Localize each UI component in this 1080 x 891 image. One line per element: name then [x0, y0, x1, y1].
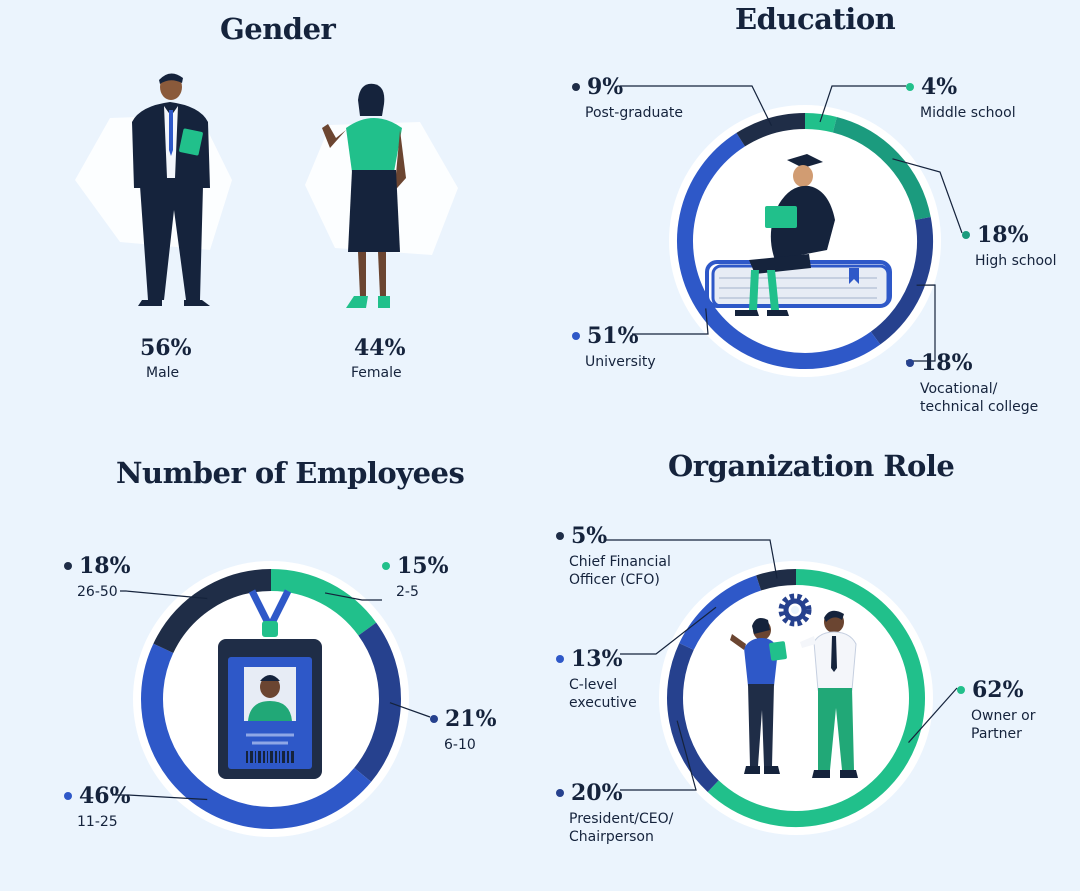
education-title: Education — [735, 2, 896, 36]
role-c-level-percent: 13% — [556, 646, 623, 672]
role-president-label: President/CEO/ Chairperson — [569, 811, 674, 845]
team-illustration — [730, 593, 858, 778]
role-segment-c-level-executive — [679, 575, 762, 651]
role-cfo-label: Chief Financial Officer (CFO) — [569, 554, 671, 588]
employees-segment-26-50 — [153, 569, 272, 654]
employees-segment-6-10 — [354, 622, 401, 782]
role-president-percent: 20% — [556, 780, 623, 806]
education-leader-line — [906, 284, 936, 362]
role-cfo-percent: 5% — [556, 523, 607, 549]
employees-leader-line — [112, 794, 208, 801]
education-post-graduate-percent: 9% — [572, 74, 623, 100]
role-ring-background — [659, 561, 933, 835]
education-middle-school-label: Middle school — [920, 105, 1016, 121]
female-label: Female — [351, 365, 402, 381]
education-segment-university — [677, 132, 881, 369]
education-leader-line — [819, 85, 906, 123]
education-segment-post-graduate — [736, 113, 806, 147]
role-owner-percent: 62% — [957, 677, 1024, 703]
education-university-label: University — [585, 354, 656, 370]
role-title: Organization Role — [668, 449, 955, 483]
employees-segment-11-25 — [141, 643, 372, 829]
female-figure-icon — [322, 83, 406, 308]
employees-2-5-label: 2-5 — [396, 584, 419, 600]
employees-11-25-label: 11-25 — [77, 814, 118, 830]
employees-leader-line — [389, 702, 431, 718]
education-leader-line — [632, 308, 709, 335]
male-label: Male — [146, 365, 180, 381]
role-leader-line — [606, 539, 778, 579]
employees-leader-line — [120, 590, 208, 600]
male-percent: 56% — [140, 335, 192, 361]
id-badge-illustration — [218, 589, 322, 779]
employees-26-50-label: 26-50 — [77, 584, 118, 600]
role-leader-line — [620, 606, 717, 655]
role-leader-line — [620, 720, 697, 791]
role-segment-chief-financial-officer-cfo- — [756, 569, 797, 591]
education-middle-school-percent: 4% — [906, 74, 957, 100]
employees-6-10-percent: 21% — [430, 706, 497, 732]
education-vocational-label: Vocational/ technical college — [920, 381, 1039, 415]
employees-title: Number of Employees — [116, 456, 465, 490]
education-high-school-percent: 18% — [962, 222, 1029, 248]
education-leader-line — [892, 158, 963, 234]
employees-segment-2-5 — [270, 569, 377, 636]
education-university-percent: 51% — [572, 323, 639, 349]
gender-title: Gender — [220, 12, 336, 46]
education-leader-line — [620, 85, 773, 127]
employees-6-10-label: 6-10 — [444, 737, 476, 753]
male-figure-icon — [132, 73, 210, 306]
employees-2-5-percent: 15% — [382, 553, 449, 579]
education-segment-high-school — [832, 117, 931, 221]
gender-illustration — [75, 73, 458, 308]
employees-leader-line — [324, 592, 382, 601]
graduate-illustration — [705, 154, 892, 316]
education-post-graduate-label: Post-graduate — [585, 105, 684, 121]
female-percent: 44% — [354, 335, 406, 361]
role-owner-label: Owner or Partner — [971, 708, 1036, 742]
education-high-school-label: High school — [975, 253, 1057, 269]
employees-11-25-percent: 46% — [64, 783, 131, 809]
role-leader-line — [908, 687, 958, 743]
education-vocational-percent: 18% — [906, 350, 973, 376]
role-c-level-label: C-level executive — [569, 677, 637, 711]
education-segment-vocational-technical-college — [870, 217, 933, 345]
employees-26-50-percent: 18% — [64, 553, 131, 579]
